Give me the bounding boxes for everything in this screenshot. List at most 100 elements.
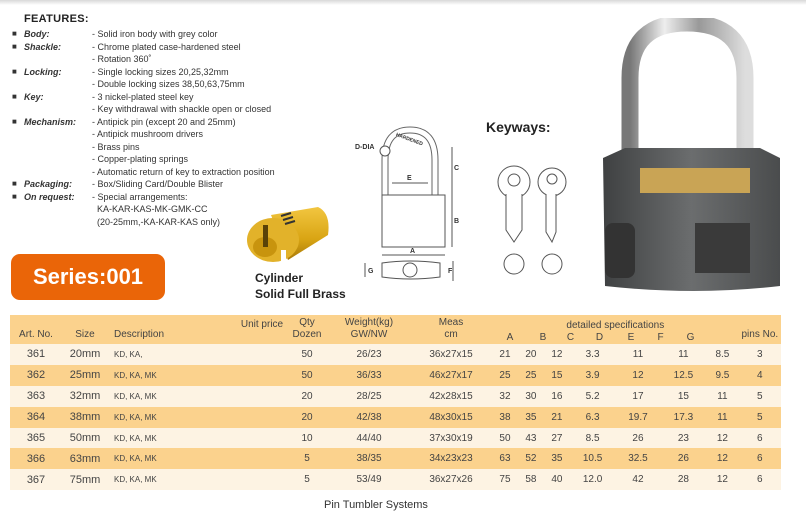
- table-cell: 26: [677, 453, 689, 465]
- table-cell: 364: [26, 411, 46, 424]
- table-cell: 42/38: [356, 411, 382, 423]
- table-cell: 48x30x15: [429, 411, 473, 423]
- table-cell: 50mm: [69, 432, 101, 444]
- table-cell: 46x27x17: [429, 369, 473, 381]
- table-cell: 5: [304, 453, 310, 465]
- table-cell: 8.5: [715, 348, 730, 360]
- table-row: 366 63mm KD, KA, MK 5 38/35 34x23x23 63 52 35 10.…: [10, 448, 781, 470]
- table-cell: 15: [551, 369, 563, 381]
- feature-value: - Automatic return of key to extraction …: [92, 166, 275, 177]
- feature-label: [24, 153, 92, 166]
- feature-row: - Double locking sizes 38,50,63,75mm: [12, 78, 275, 91]
- table-cell: 23: [677, 432, 689, 444]
- table-cell: 361: [26, 348, 46, 361]
- feature-value: - Antipick mushroom drivers: [92, 129, 204, 139]
- feature-row: - Automatic return of key to extraction …: [12, 166, 275, 179]
- feature-row: ■ Shackle: - Chrome plated case-hardened s…: [12, 41, 275, 54]
- header-meas: Meas cm: [410, 315, 492, 344]
- feature-label: Body:: [24, 29, 50, 39]
- table-cell: [238, 469, 286, 490]
- table-cell: 32mm: [69, 390, 101, 403]
- table-cell: [238, 428, 286, 449]
- table-cell: 12: [551, 348, 563, 360]
- table-cell: 16: [551, 390, 563, 402]
- table-cell: 17: [632, 390, 644, 402]
- dim-c: C: [454, 165, 459, 172]
- header-f: F: [657, 332, 664, 343]
- specifications-table: Art. No. Size Description Unit price Qty…: [10, 315, 781, 491]
- table-cell: 75: [499, 474, 511, 486]
- table-cell: 44/40: [356, 432, 382, 444]
- table-cell: 26/23: [356, 348, 382, 360]
- feature-row: ■ Key: - 3 nickel-plated steel key: [12, 91, 275, 104]
- table-cell: [238, 344, 286, 365]
- table-cell: 30: [525, 390, 537, 402]
- table-cell: 20: [301, 390, 313, 402]
- bullet-icon: [12, 153, 24, 166]
- table-cell: KD, KA, MK: [114, 475, 157, 485]
- feature-label: Packaging:: [24, 179, 73, 189]
- table-cell: KD, KA, MK: [114, 412, 157, 422]
- table-cell: 75mm: [69, 473, 101, 486]
- cylinder-caption: Cylinder Solid Full Brass: [255, 270, 346, 302]
- table-cell: 8.5: [585, 432, 600, 444]
- table-cell: 37x30x19: [429, 432, 473, 444]
- table-cell: 25: [525, 369, 537, 381]
- header-d: D: [595, 332, 604, 343]
- header-meas-line1: Meas: [438, 317, 464, 328]
- table-cell: 40: [551, 474, 563, 486]
- table-cell: 42x28x15: [429, 390, 473, 402]
- header-detailed-specs: detailed specifications A B C D E F G: [492, 315, 739, 344]
- bullet-icon: ■: [12, 191, 17, 201]
- feature-value: - 3 nickel-plated steel key: [92, 91, 194, 102]
- table-header: Art. No. Size Description Unit price Qty…: [10, 315, 781, 344]
- table-cell: 6.3: [585, 411, 600, 423]
- table-cell: 19.7: [628, 411, 648, 423]
- table-cell: 36x27x26: [429, 474, 473, 486]
- table-cell: 5: [304, 474, 310, 486]
- table-cell: 3: [757, 348, 763, 360]
- top-band: [0, 0, 806, 5]
- table-cell: 63: [499, 453, 511, 465]
- table-cell: 12.0: [582, 474, 603, 486]
- table-cell: 6: [757, 474, 763, 486]
- bullet-icon: ■: [12, 66, 17, 76]
- feature-row: - Copper-plating springs: [12, 153, 275, 166]
- feature-row: ■ Packaging: - Box/Sliding Card/Double Bli…: [12, 178, 275, 191]
- feature-value: - Solid iron body with grey color: [92, 29, 218, 39]
- feature-row: ■ Body: - Solid iron body with grey color: [12, 28, 275, 41]
- table-cell: 32: [499, 390, 511, 402]
- table-cell: 20mm: [69, 348, 101, 361]
- table-cell: 21: [499, 348, 511, 360]
- header-g: G: [686, 332, 695, 343]
- header-weight-line2: GW/NW: [350, 329, 388, 340]
- header-unit-price: Unit price: [240, 319, 284, 330]
- features-title: FEATURES:: [24, 13, 89, 25]
- header-art-no: Art. No.: [19, 329, 53, 340]
- feature-label: [24, 141, 92, 154]
- table-cell: 12: [716, 453, 728, 465]
- table-cell: 3.3: [585, 348, 600, 360]
- table-row: 363 32mm KD, KA, MK 20 28/25 42x28x15 32 30 16 5.…: [10, 385, 781, 407]
- header-pins: pins No.: [741, 329, 779, 340]
- feature-label: Shackle:: [24, 41, 62, 52]
- dim-f: F: [448, 268, 453, 275]
- table-cell: KD, KA, MK: [114, 370, 157, 380]
- table-cell: [238, 365, 286, 386]
- table-cell: 21: [551, 411, 563, 423]
- table-cell: 10.5: [582, 453, 603, 465]
- table-cell: 15: [677, 390, 689, 402]
- bullet-icon: [12, 53, 24, 66]
- table-cell: 363: [26, 390, 46, 403]
- table-cell: 12: [716, 432, 728, 444]
- header-e: E: [627, 332, 635, 343]
- table-cell: 20: [525, 348, 537, 360]
- table-cell: 25: [499, 369, 511, 381]
- features-list: ■ Body: - Solid iron body with grey color ■…: [12, 28, 275, 228]
- table-cell: 26: [632, 432, 644, 444]
- header-spec-title: detailed specifications: [566, 320, 665, 331]
- table-cell: 58: [525, 474, 537, 486]
- table-row: 367 75mm KD, KA, MK 5 53/49 36x27x26 75 58 40 12.…: [10, 469, 781, 491]
- feature-row: ■ Mechanism: - Antipick pin (except 20 and…: [12, 116, 275, 129]
- table-cell: 366: [26, 452, 46, 465]
